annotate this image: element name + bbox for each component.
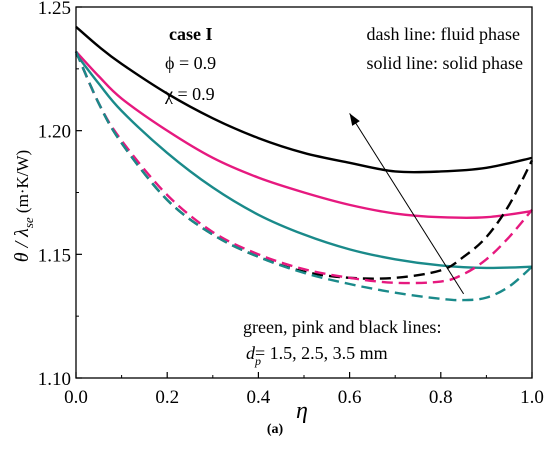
figure-caption: (a) <box>0 422 550 438</box>
dp-note: dp= 1.5, 2.5, 3.5 mm <box>246 343 388 368</box>
caption-text: (a) <box>266 422 284 437</box>
series-line-solid-2 <box>75 53 533 270</box>
case-label: case I <box>169 24 213 44</box>
tick-layer: 0.0 0.2 0.4 0.6 0.8 1.0 1.10 1.15 1.20 1.25 <box>38 0 544 408</box>
y-tick-label: 1.20 <box>38 122 71 143</box>
arrow-head <box>349 113 360 126</box>
x-tick-label: 0.2 <box>155 387 179 408</box>
dp-values: = 1.5, 2.5, 3.5 mm <box>255 343 388 363</box>
y-tick-label: 1.10 <box>38 369 71 390</box>
dash-line-note: dash line: fluid phase <box>367 24 520 44</box>
series-line-dashed-4 <box>74 51 533 285</box>
y-tick-label: 1.15 <box>38 245 71 266</box>
lines-note: green, pink and black lines: <box>243 317 441 337</box>
dp-subscript: p <box>254 354 261 368</box>
x-tick-label: 1.0 <box>520 387 544 408</box>
series-layer <box>74 25 534 302</box>
x-tick-label: 0.0 <box>64 387 88 408</box>
series-line-dashed-3 <box>74 51 534 280</box>
series-line-solid-0 <box>75 25 533 174</box>
x-tick-label: 0.4 <box>247 387 271 408</box>
phi-label: ϕ = 0.9 <box>165 53 216 73</box>
y-axis-sub: se <box>21 217 36 228</box>
x-tick-label: 0.6 <box>338 387 362 408</box>
x-tick-label: 0.8 <box>429 387 453 408</box>
dp-symbol: d <box>246 343 256 363</box>
trend-arrow <box>349 113 465 295</box>
series-line-solid-1 <box>75 50 533 220</box>
chi-label: χ = 0.9 <box>164 84 215 104</box>
arrow-shaft <box>349 113 465 295</box>
y-axis-title: θ / λse (m·K/W) <box>11 150 36 262</box>
y-tick-label: 1.25 <box>38 0 71 19</box>
solid-line-note: solid line: solid phase <box>367 53 524 73</box>
y-axis-main: θ / λ <box>11 228 33 262</box>
y-axis-units: (m·K/W) <box>13 150 32 218</box>
series-line-dashed-5 <box>74 51 533 302</box>
x-axis-title: η <box>296 398 308 424</box>
